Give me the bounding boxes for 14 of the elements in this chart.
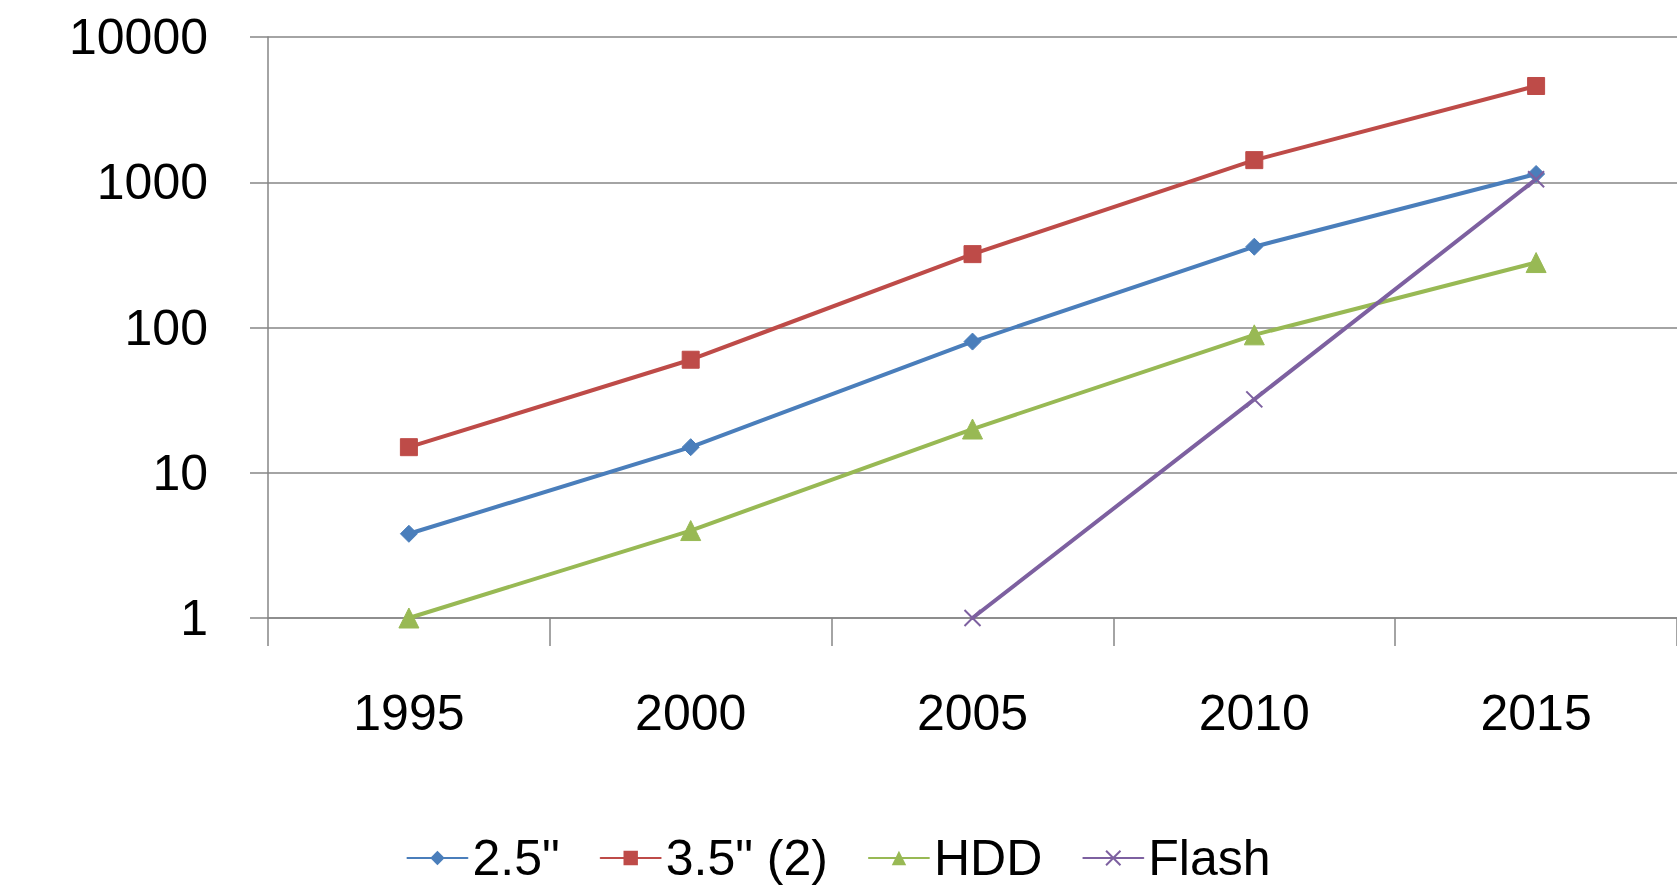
- x-tick-label: 2015: [1480, 685, 1592, 741]
- y-tick-label: 100: [124, 299, 208, 356]
- x-tick-label: 2010: [1198, 685, 1310, 741]
- y-tick-label: 10: [152, 444, 208, 501]
- y-tick-label: 1: [180, 590, 208, 646]
- legend-label: Flash: [1148, 830, 1271, 886]
- y-tick-label: 10000: [68, 9, 208, 65]
- y-tick-label: 1000: [96, 154, 208, 211]
- legend-label: HDD: [933, 830, 1043, 886]
- x-tick-label: 2000: [635, 685, 747, 741]
- legend-label: 3.5" (2): [665, 830, 828, 886]
- legend-label: 2.5": [472, 830, 560, 886]
- x-tick-label: 1995: [353, 685, 465, 741]
- x-tick-label: 2005: [916, 685, 1029, 741]
